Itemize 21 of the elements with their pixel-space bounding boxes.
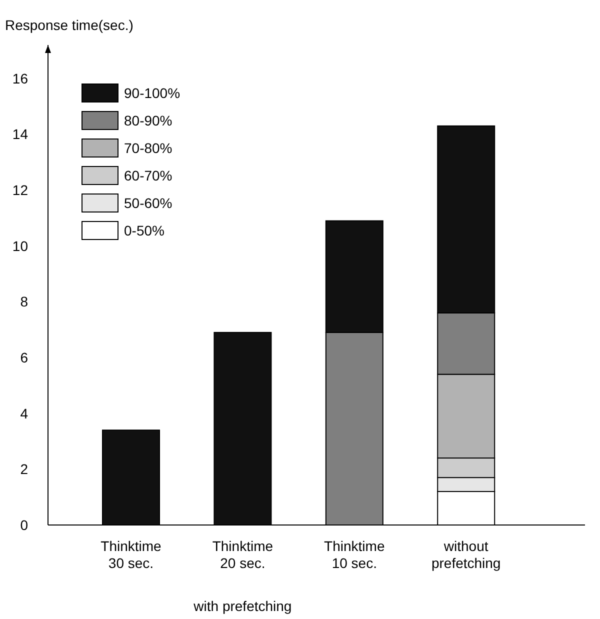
x-tick-label: Thinktime 10 sec. xyxy=(324,538,385,571)
y-axis-title: Response time(sec.) xyxy=(5,17,134,33)
y-tick-label: 12 xyxy=(12,182,28,198)
legend-label: 60-70% xyxy=(124,167,172,184)
legend-label: 0-50% xyxy=(124,222,164,238)
y-tick-label: 2 xyxy=(20,461,28,478)
x-tick-label: without prefetching xyxy=(431,538,501,571)
legend-label: 80-90% xyxy=(124,112,172,128)
y-tick-label: 14 xyxy=(12,126,28,142)
y-tick-label: 4 xyxy=(20,405,28,422)
legend-label: 90-100% xyxy=(124,84,180,101)
y-tick-label: 0 xyxy=(20,516,28,533)
x-tick-label: Thinktime 20 sec. xyxy=(212,538,274,571)
y-tick-label: 16 xyxy=(12,70,28,86)
y-tick-label: 8 xyxy=(20,294,28,310)
text: with prefetching xyxy=(192,598,292,614)
legend-label: 50-60% xyxy=(124,194,172,211)
y-tick-label: 6 xyxy=(20,349,28,366)
x-tick-label: Thinktime 30 sec. xyxy=(100,538,162,571)
y-tick-label: 10 xyxy=(12,238,28,254)
legend-label: 70-80% xyxy=(124,140,172,156)
